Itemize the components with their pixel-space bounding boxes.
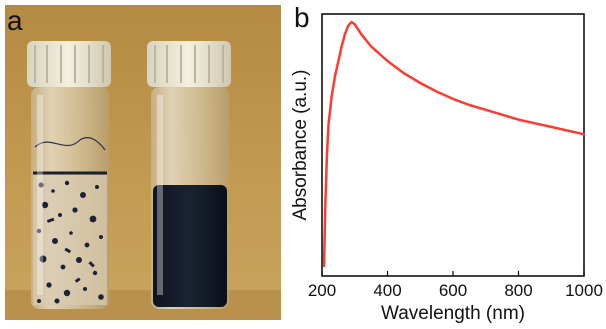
x-axis-label: Wavelength (nm) <box>381 303 525 324</box>
right-vial <box>147 41 231 309</box>
x-tick-label: 800 <box>504 281 532 300</box>
x-axis-ticks <box>321 271 585 276</box>
left-vial <box>27 41 111 309</box>
absorbance-chart: 200 400 600 800 1000 Wavelength (nm) Absorba… <box>290 13 603 324</box>
vials-photo <box>5 5 281 320</box>
chart-panel-b: b 200 400 600 800 1000 Wavelength (nm) Absor… <box>286 0 606 325</box>
panel-a-label: a <box>7 5 23 36</box>
left-vial-flakes <box>36 180 104 304</box>
photo-panel-a: a <box>5 5 281 320</box>
x-tick-label: 600 <box>439 281 467 300</box>
y-axis-label: Absorbance (a.u.) <box>290 69 311 220</box>
right-vial-dispersion <box>153 185 227 307</box>
right-vial-cap <box>147 41 231 87</box>
x-tick-label: 200 <box>308 281 336 300</box>
series-line <box>322 20 586 268</box>
left-vial-cap <box>27 41 111 87</box>
x-tick-label: 400 <box>373 281 401 300</box>
x-axis-tick-labels: 200 400 600 800 1000 <box>308 281 603 300</box>
x-tick-label: 1000 <box>565 281 603 300</box>
panel-b-label: b <box>294 2 310 33</box>
plot-frame <box>321 13 585 277</box>
